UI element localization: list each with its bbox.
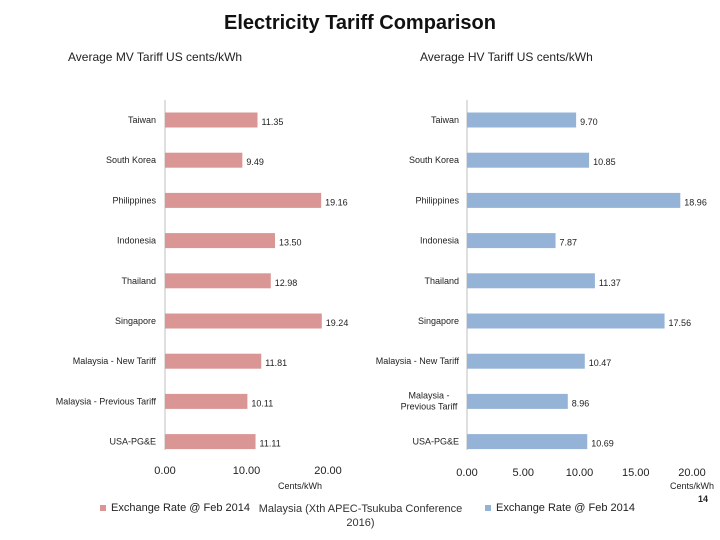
- mv-bar: [165, 273, 271, 289]
- hv-category-label: South Korea: [409, 155, 459, 165]
- hv-category-label: Malaysia -Previous Tariff: [401, 390, 458, 411]
- mv-value-label: 19.24: [326, 318, 349, 328]
- hv-bar: [467, 353, 585, 369]
- mv-bar: [165, 152, 243, 168]
- mv-value-label: 11.11: [260, 439, 281, 449]
- hv-value-label: 18.96: [684, 197, 707, 207]
- hv-category-label: Indonesia: [420, 236, 459, 246]
- mv-value-label: 10.11: [251, 398, 273, 408]
- mv-value-label: 11.35: [262, 117, 284, 127]
- mv-bar: [165, 233, 276, 249]
- mv-category-label: Indonesia: [117, 236, 156, 246]
- mv-x-tick-label: 10.00: [233, 465, 261, 477]
- mv-bar: [165, 434, 256, 450]
- page-title: Electricity Tariff Comparison: [224, 12, 496, 34]
- mv-x-axis-label: Cents/kWh: [278, 481, 322, 491]
- mv-x-tick-label: 20.00: [314, 465, 342, 477]
- mv-value-label: 12.98: [275, 278, 298, 288]
- hv-bar: [467, 393, 568, 409]
- hv-bar: [467, 434, 588, 450]
- hv-x-tick-label: 15.00: [622, 467, 650, 479]
- hv-category-label: Singapore: [418, 316, 459, 326]
- mv-category-label: Malaysia - New Tariff: [73, 356, 157, 366]
- hv-value-label: 7.87: [560, 238, 578, 248]
- hv-bar: [467, 152, 590, 168]
- hv-bar: [467, 192, 681, 208]
- mv-legend: Exchange Rate @ Feb 2014: [100, 502, 250, 514]
- hv-x-axis-label: Cents/kWh: [670, 481, 714, 491]
- mv-category-label: USA-PG&E: [109, 437, 156, 447]
- mv-value-label: 19.16: [325, 197, 348, 207]
- hv-category-label: Philippines: [415, 195, 459, 205]
- mv-category-label: Malaysia - Previous Tariff: [56, 396, 157, 406]
- mv-category-label: Thailand: [121, 276, 156, 286]
- hv-chart-title: Average HV Tariff US cents/kWh: [420, 50, 593, 64]
- hv-value-label: 10.85: [593, 157, 616, 167]
- hv-x-tick-label: 0.00: [456, 467, 477, 479]
- hv-category-label: Taiwan: [431, 115, 459, 125]
- mv-legend-swatch: [100, 505, 106, 511]
- mv-category-label: Singapore: [115, 316, 156, 326]
- hv-category-label: Thailand: [424, 276, 459, 286]
- hv-category-label: USA-PG&E: [412, 437, 459, 447]
- hv-bar: [467, 233, 556, 249]
- hv-value-label: 10.69: [591, 439, 614, 449]
- hv-bar: [467, 273, 595, 289]
- mv-bar: [165, 112, 258, 128]
- hv-category-label: Malaysia - New Tariff: [376, 356, 460, 366]
- mv-category-label: South Korea: [106, 155, 156, 165]
- hv-x-tick-label: 10.00: [566, 467, 594, 479]
- hv-value-label: 8.96: [572, 398, 590, 408]
- hv-value-label: 10.47: [589, 358, 612, 368]
- mv-value-label: 13.50: [279, 238, 302, 248]
- mv-legend-label: Exchange Rate @ Feb 2014: [111, 502, 250, 514]
- mv-category-label: Philippines: [112, 195, 156, 205]
- hv-legend-label: Exchange Rate @ Feb 2014: [496, 502, 635, 514]
- mv-bar: [165, 313, 322, 329]
- mv-value-label: 9.49: [246, 157, 264, 167]
- source-note: Malaysia (Xth APEC-Tsukuba Conference 20…: [258, 503, 463, 529]
- hv-value-label: 11.37: [599, 278, 621, 288]
- mv-bar: [165, 353, 262, 369]
- hv-legend-swatch: [485, 505, 491, 511]
- hv-bar: [467, 112, 577, 128]
- hv-x-tick-label: 5.00: [513, 467, 534, 479]
- mv-value-label: 11.81: [265, 358, 287, 368]
- page-number: 14: [697, 494, 708, 504]
- hv-bar: [467, 313, 665, 329]
- hv-legend: Exchange Rate @ Feb 2014: [485, 502, 635, 514]
- hv-x-tick-label: 20.00: [678, 467, 706, 479]
- mv-x-tick-label: 0.00: [154, 465, 175, 477]
- mv-chart-title: Average MV Tariff US cents/kWh: [68, 50, 243, 64]
- hv-value-label: 9.70: [580, 117, 598, 127]
- hv-value-label: 17.56: [669, 318, 692, 328]
- mv-category-label: Taiwan: [128, 115, 156, 125]
- mv-bar: [165, 192, 322, 208]
- mv-bar: [165, 393, 248, 409]
